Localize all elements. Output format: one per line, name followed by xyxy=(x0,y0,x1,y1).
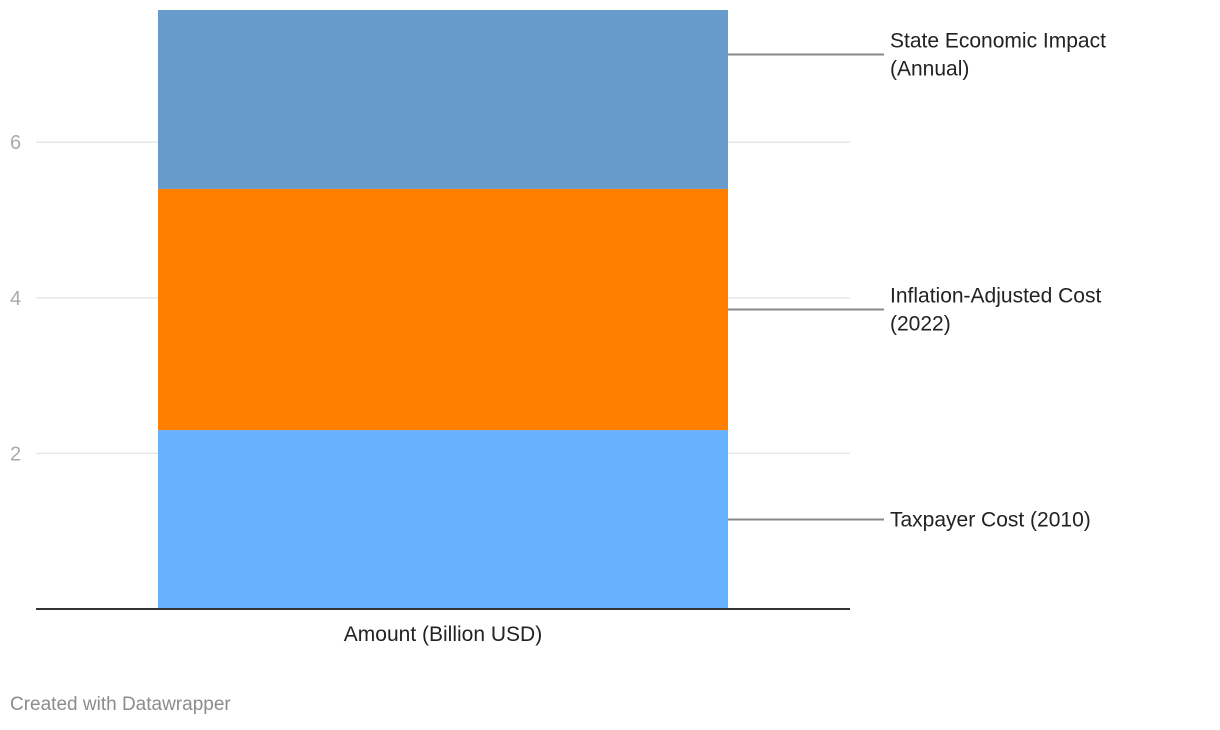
y-tick-label: 2 xyxy=(10,443,21,465)
y-tick-label: 6 xyxy=(10,132,21,154)
category-label: Amount (Billion USD) xyxy=(344,623,542,646)
y-axis-ticks: 2 4 6 xyxy=(10,132,21,465)
category-labels: Amount (Billion USD) xyxy=(344,623,542,646)
label-leader-lines xyxy=(728,53,884,521)
bar-segment xyxy=(158,188,728,431)
datawrapper-credit: Created with Datawrapper xyxy=(10,694,231,715)
series-label: Taxpayer Cost (2010) xyxy=(890,509,1091,532)
y-tick-label: 4 xyxy=(10,288,21,310)
series-label: State Economic Impact (Annual) xyxy=(890,29,1106,80)
bar-segments xyxy=(158,10,728,609)
series-labels: Taxpayer Cost (2010) Inflation-Adjusted C… xyxy=(890,29,1106,531)
series-label: Inflation-Adjusted Cost (2022) xyxy=(890,285,1101,336)
bar-segment xyxy=(158,430,728,609)
stacked-bar-chart: 2 4 6 Taxpayer Cost (2010) Inflation-Adjust… xyxy=(10,10,1106,646)
bar-segment xyxy=(158,10,728,189)
